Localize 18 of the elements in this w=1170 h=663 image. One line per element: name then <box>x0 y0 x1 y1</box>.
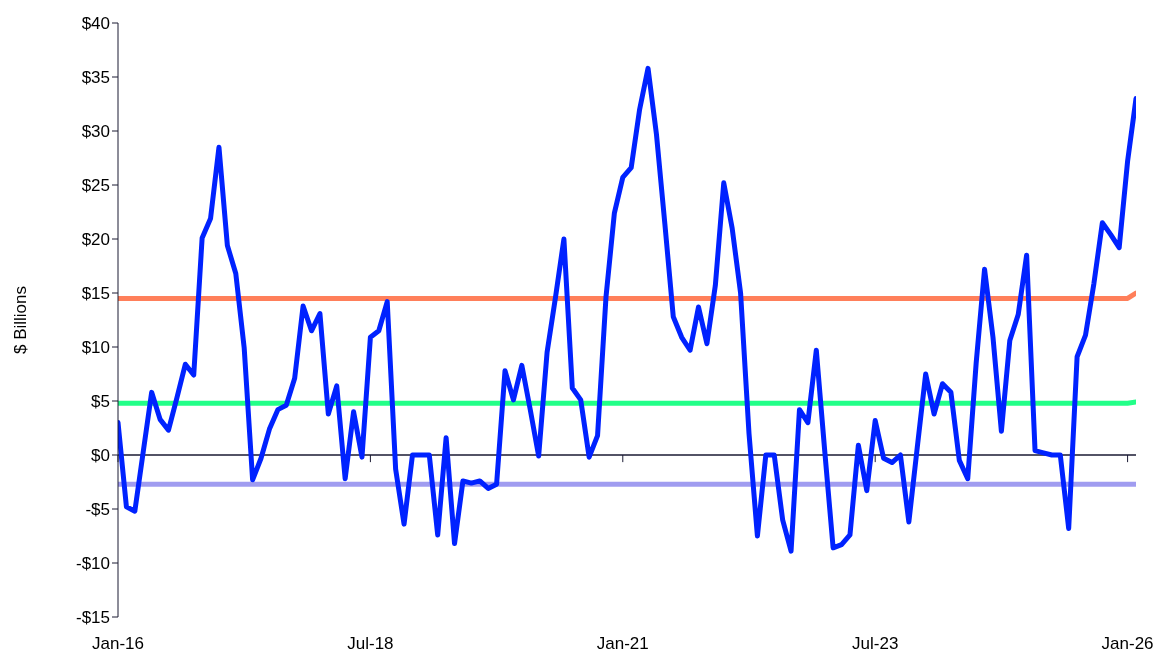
y-tick-label: -$10 <box>75 554 110 574</box>
y-axis-title: $ Billions <box>11 285 31 355</box>
y-tick-label: -$5 <box>85 500 110 520</box>
y-tick-label: $5 <box>91 392 110 412</box>
y-tick-label: $0 <box>91 446 110 466</box>
x-tick-label: Jul-18 <box>347 634 394 654</box>
y-tick-label: $10 <box>81 338 110 358</box>
x-tick-label: Jul-23 <box>852 634 899 654</box>
y-tick-label: $35 <box>81 68 110 88</box>
y-tick-label: $40 <box>81 14 110 34</box>
y-tick-label: $15 <box>81 284 110 304</box>
x-tick-label: Jan-16 <box>92 634 144 654</box>
y-tick-label: -$15 <box>75 608 110 628</box>
x-tick-label: Jan-26 <box>1101 634 1154 654</box>
x-tick-label: Jan-21 <box>596 634 649 654</box>
y-tick-label: $30 <box>81 122 110 142</box>
y-tick-label: $25 <box>81 176 110 196</box>
y-tick-label: $20 <box>81 230 110 250</box>
